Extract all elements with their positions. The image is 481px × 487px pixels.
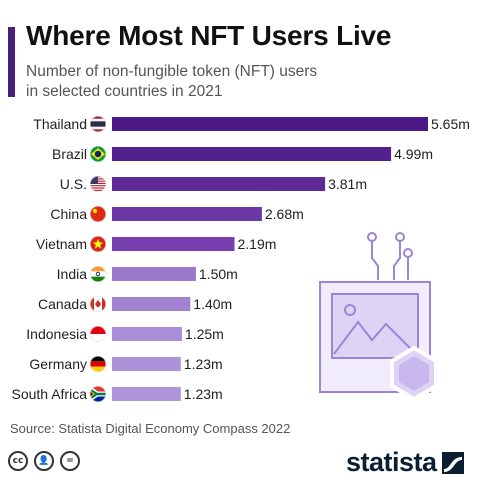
bar <box>112 357 181 371</box>
subtitle-line-1: Number of non-fungible token (NFT) users <box>26 63 318 80</box>
category-label: Thailand <box>33 116 87 132</box>
source-note: Source: Statista Digital Economy Compass… <box>10 421 291 436</box>
bar <box>112 267 196 281</box>
bar <box>112 207 262 221</box>
bar-row: Indonesia 1.25m <box>26 326 224 342</box>
category-label: U.S. <box>60 176 87 192</box>
value-label: 2.19m <box>237 236 276 252</box>
chart-title: Where Most NFT Users Live <box>26 20 392 51</box>
us-flag-icon <box>90 176 106 192</box>
category-label: Germany <box>29 356 87 372</box>
license-icons: cc 👤 = <box>8 451 80 471</box>
bar-chart: Thailand 5.65m Brazil 4.99m U.S. 3.81m China 2.… <box>12 116 470 402</box>
value-label: 4.99m <box>394 146 433 162</box>
indonesia-flag-icon <box>90 326 106 342</box>
bar-row: South Africa 1.23m <box>12 386 223 402</box>
category-label: China <box>50 206 87 222</box>
bar <box>112 327 182 341</box>
bar <box>112 237 235 251</box>
bar-row: Germany 1.23m <box>29 356 223 372</box>
title-accent-bar <box>8 27 15 97</box>
bar-row: Vietnam 2.19m <box>36 236 276 252</box>
attribution-icon[interactable]: 👤 <box>34 451 54 471</box>
bar-row: Thailand 5.65m <box>33 116 470 132</box>
south-africa-flag-icon <box>90 386 106 402</box>
value-label: 1.40m <box>193 296 232 312</box>
value-label: 1.25m <box>185 326 224 342</box>
value-label: 1.23m <box>184 386 223 402</box>
bar-row: Canada 1.40m <box>38 296 232 312</box>
bar-row: India 1.50m <box>57 266 238 282</box>
statista-brand[interactable]: statista <box>346 447 464 478</box>
statista-logo-icon <box>441 451 464 474</box>
bar <box>112 117 428 131</box>
category-label: Indonesia <box>26 326 87 342</box>
cc-icon[interactable]: cc <box>8 451 28 471</box>
value-label: 5.65m <box>431 116 470 132</box>
thailand-flag-icon <box>90 116 106 132</box>
value-label: 3.81m <box>328 176 367 192</box>
bar <box>112 387 181 401</box>
bar-row: Brazil 4.99m <box>52 146 433 162</box>
canada-flag-icon <box>90 296 106 312</box>
value-label: 2.68m <box>265 206 304 222</box>
brand-name: statista <box>346 447 437 477</box>
bar-row: China 2.68m <box>50 206 304 222</box>
brazil-flag-icon <box>90 146 106 162</box>
category-label: India <box>57 266 88 282</box>
germany-flag-icon <box>90 356 106 372</box>
bar-row: U.S. 3.81m <box>60 176 367 192</box>
bar <box>112 147 392 161</box>
category-label: Brazil <box>52 146 87 162</box>
china-flag-icon <box>90 206 106 222</box>
nft-illustration-icon <box>319 232 438 402</box>
chart-subtitle: Number of non-fungible token (NFT) users… <box>26 62 386 102</box>
category-label: Canada <box>38 296 87 312</box>
value-label: 1.23m <box>184 356 223 372</box>
vietnam-flag-icon <box>90 236 106 252</box>
bar <box>112 297 191 311</box>
subtitle-line-2: in selected countries in 2021 <box>26 83 223 100</box>
value-label: 1.50m <box>199 266 238 282</box>
category-label: Vietnam <box>36 236 87 252</box>
no-derivatives-icon[interactable]: = <box>60 451 80 471</box>
category-label: South Africa <box>12 386 88 402</box>
india-flag-icon <box>90 266 106 282</box>
bar <box>112 177 326 191</box>
